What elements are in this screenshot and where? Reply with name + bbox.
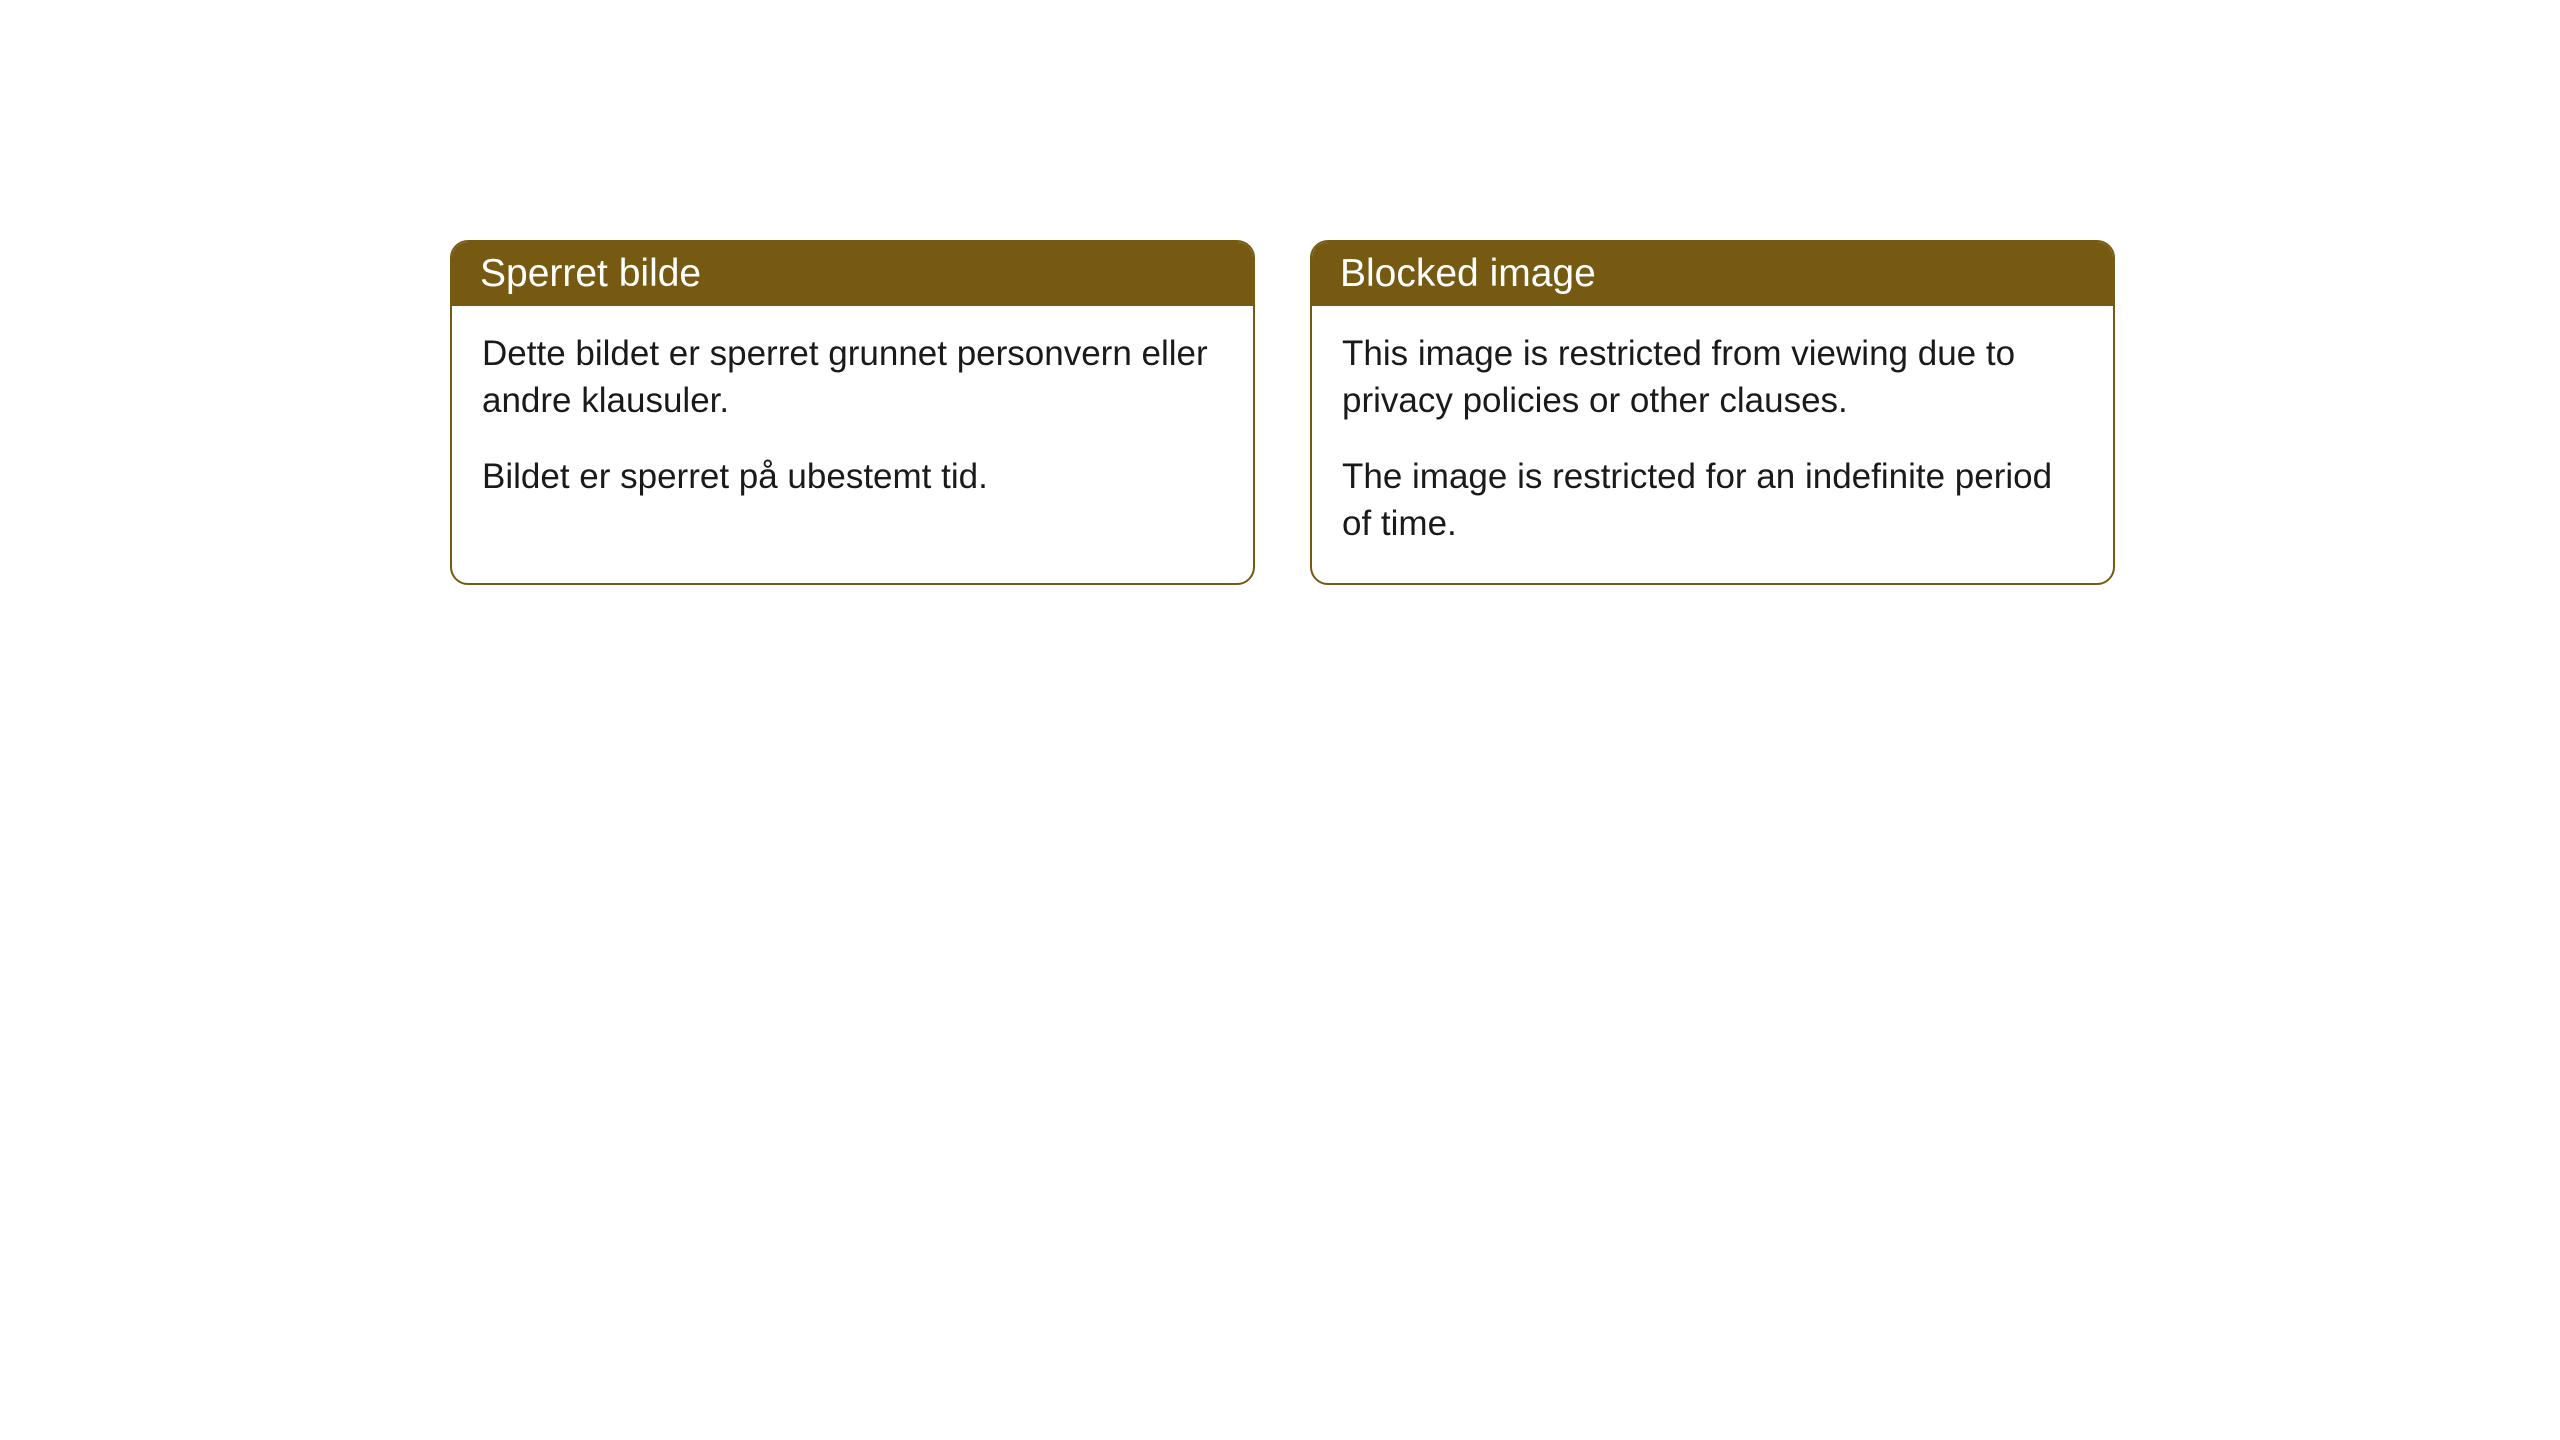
- card-body: This image is restricted from viewing du…: [1312, 306, 2113, 583]
- notice-card-english: Blocked image This image is restricted f…: [1310, 240, 2115, 585]
- card-paragraph: The image is restricted for an indefinit…: [1342, 453, 2083, 548]
- card-paragraph: Bildet er sperret på ubestemt tid.: [482, 453, 1223, 500]
- card-paragraph: Dette bildet er sperret grunnet personve…: [482, 330, 1223, 425]
- card-paragraph: This image is restricted from viewing du…: [1342, 330, 2083, 425]
- card-header: Sperret bilde: [452, 242, 1253, 306]
- card-header: Blocked image: [1312, 242, 2113, 306]
- notice-card-norwegian: Sperret bilde Dette bildet er sperret gr…: [450, 240, 1255, 585]
- card-title: Sperret bilde: [480, 252, 701, 295]
- card-title: Blocked image: [1340, 252, 1596, 295]
- cards-container: Sperret bilde Dette bildet er sperret gr…: [450, 240, 2115, 585]
- card-body: Dette bildet er sperret grunnet personve…: [452, 306, 1253, 536]
